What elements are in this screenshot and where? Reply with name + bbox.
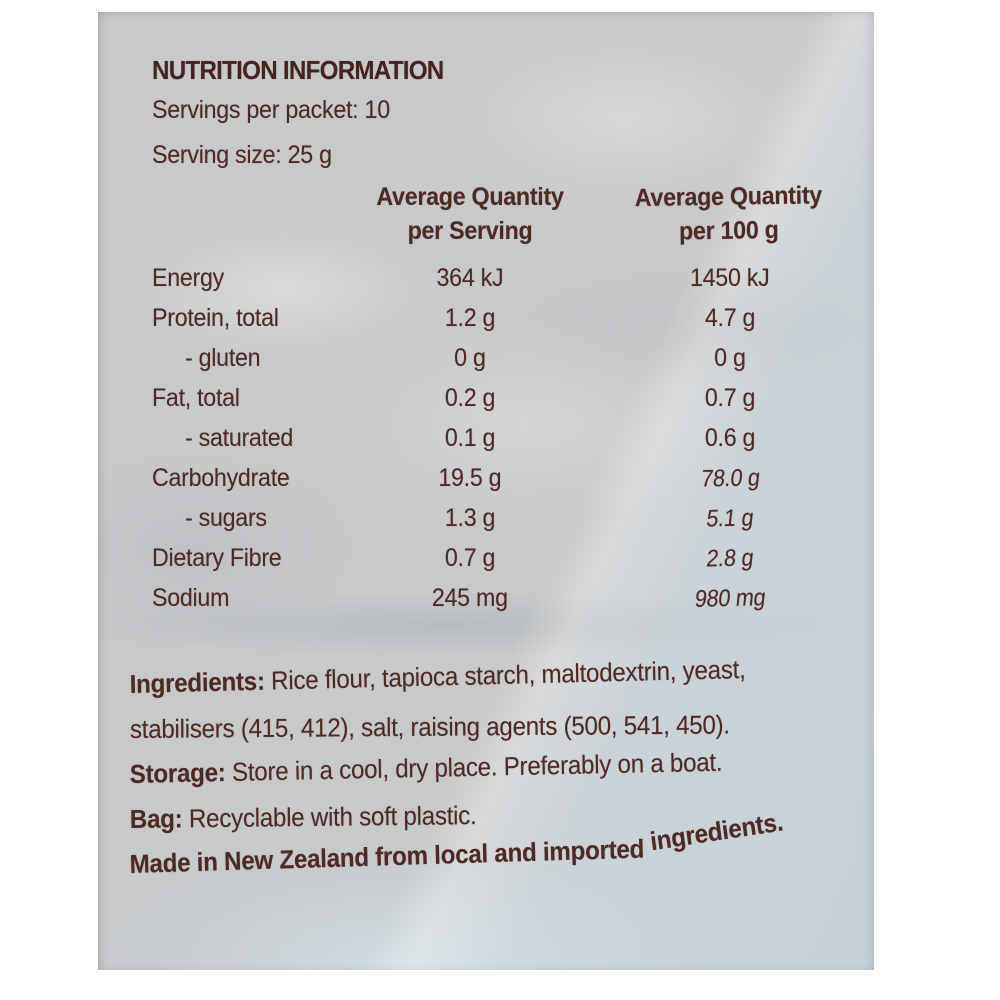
ingredients-line-1: Ingredients: Rice flour, tapioca starch,… <box>129 654 854 713</box>
value-per-serving: 0.1 g <box>444 424 496 452</box>
table-row-sodium: Sodium 245 mg 980 mg <box>152 578 840 618</box>
value-per-100g: 5.1 g <box>705 504 755 533</box>
nutrient-name: - gluten <box>185 344 261 372</box>
column-header-per-100g: Average Quantity per 100 g <box>589 178 832 250</box>
table-row-gluten: - gluten 0 g 0 g <box>152 338 840 378</box>
column-header-per-serving-line2: per Serving <box>407 217 533 245</box>
value-per-serving: 0.2 g <box>444 384 496 412</box>
nutrition-title: NUTRITION INFORMATION <box>152 55 465 86</box>
ingredients-label: Ingredients: <box>129 665 265 700</box>
table-row-fat: Fat, total 0.2 g 0.7 g <box>152 378 840 418</box>
nutrient-name: - sugars <box>185 504 267 532</box>
table-row-energy: Energy 364 kJ 1450 kJ <box>152 258 840 298</box>
servings-per-packet: Servings per packet: 10 <box>152 96 408 125</box>
nutrient-name: Energy <box>152 264 225 292</box>
ingredients-text-2: stabilisers (415, 412), salt, raising ag… <box>129 709 730 744</box>
nutrition-title-text: NUTRITION INFORMATION <box>152 55 444 85</box>
made-in-line: Made in New Zealand from local and impor… <box>129 806 854 893</box>
column-header-per-100g-line2: per 100 g <box>678 215 779 246</box>
table-row-saturated: - saturated 0.1 g 0.6 g <box>152 418 840 458</box>
value-per-serving: 0 g <box>454 344 486 372</box>
serving-size-text: Serving size: 25 g <box>152 141 332 169</box>
nutrition-table: Energy 364 kJ 1450 kJ Protein, total 1.2… <box>152 258 840 618</box>
servings-per-packet-text: Servings per packet: 10 <box>152 96 390 124</box>
value-per-100g: 0.6 g <box>704 424 756 452</box>
value-per-100g: 2.8 g <box>705 544 755 573</box>
value-per-serving: 1.2 g <box>444 304 496 332</box>
nutrient-name: Carbohydrate <box>152 464 290 492</box>
ingredients-text-1: Rice flour, tapioca starch, maltodextrin… <box>264 653 746 696</box>
table-row-protein: Protein, total 1.2 g 4.7 g <box>152 298 840 338</box>
value-per-serving: 245 mg <box>432 584 508 612</box>
nutrient-name: Fat, total <box>152 384 240 412</box>
value-per-100g: 0 g <box>714 344 746 372</box>
nutrient-name: Dietary Fibre <box>152 544 282 572</box>
storage-line: Storage: Store in a cool, dry place. Pre… <box>129 747 854 803</box>
value-per-100g: 78.0 g <box>699 464 761 493</box>
bag-label: Bag: <box>129 803 183 835</box>
storage-label: Storage: <box>129 757 226 790</box>
nutrition-label: NUTRITION INFORMATION Servings per packe… <box>98 12 874 970</box>
table-row-sugars: - sugars 1.3 g 5.1 g <box>152 498 840 538</box>
column-header-per-serving-line1: Average Quantity <box>376 183 564 211</box>
column-header-per-serving: Average Quantity per Serving <box>368 180 573 248</box>
serving-size: Serving size: 25 g <box>152 141 345 170</box>
table-header-row: Average Quantity per Serving Average Qua… <box>152 180 840 248</box>
value-per-serving: 0.7 g <box>444 544 496 572</box>
value-per-100g: 0.7 g <box>704 384 756 412</box>
value-per-100g: 980 mg <box>693 584 767 613</box>
nutrient-name: Sodium <box>152 584 230 612</box>
value-per-100g: 1450 kJ <box>690 264 770 292</box>
value-per-serving: 364 kJ <box>436 264 504 292</box>
column-header-per-100g-line1: Average Quantity <box>634 181 823 213</box>
value-per-serving: 1.3 g <box>444 504 496 532</box>
nutrient-name: Protein, total <box>152 304 279 332</box>
lower-text-block: Ingredients: Rice flour, tapioca starch,… <box>129 654 854 893</box>
nutrient-name: - saturated <box>185 424 294 452</box>
value-per-serving: 19.5 g <box>438 464 502 492</box>
bag-text: Recyclable with soft plastic. <box>182 800 477 834</box>
value-per-100g: 4.7 g <box>704 304 756 332</box>
table-row-dietary-fibre: Dietary Fibre 0.7 g 2.8 g <box>152 538 840 578</box>
table-row-carbohydrate: Carbohydrate 19.5 g 78.0 g <box>152 458 840 498</box>
